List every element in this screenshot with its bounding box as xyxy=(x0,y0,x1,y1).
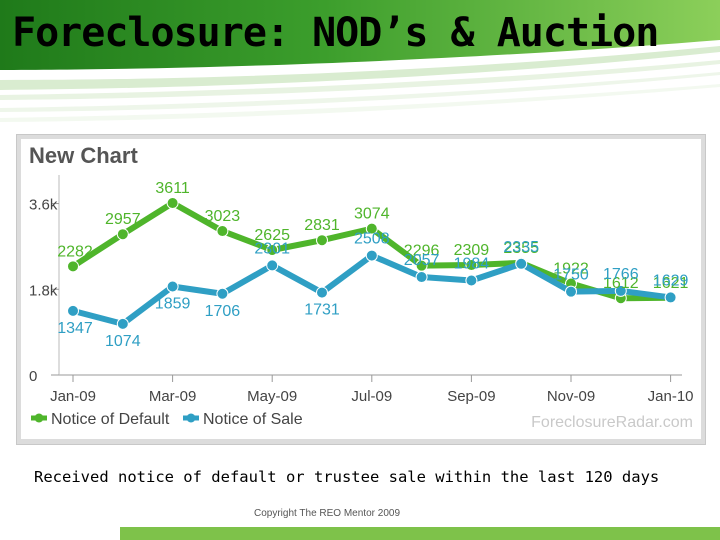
data-label: 1731 xyxy=(304,302,340,319)
data-label: 3611 xyxy=(155,180,190,197)
data-label: 1750 xyxy=(553,267,589,284)
data-label: 2625 xyxy=(254,227,290,244)
x-tick-label: Nov-09 xyxy=(547,388,595,405)
data-label: 3023 xyxy=(205,208,241,225)
bottom-bar xyxy=(120,527,720,540)
legend-swatch-marker xyxy=(34,413,44,423)
series-layer xyxy=(67,197,677,330)
chart-frame: New Chart 3.6k 1.8k 0 Jan-09 Mar-09 May-09 Ju… xyxy=(16,134,706,445)
x-tick-label: Jan-09 xyxy=(50,388,96,405)
data-label: 1074 xyxy=(105,333,141,350)
copyright-text: Copyright The REO Mentor 2009 xyxy=(254,508,401,519)
data-point xyxy=(465,259,478,272)
data-point xyxy=(415,271,428,284)
data-point xyxy=(316,286,328,299)
data-label: 1621 xyxy=(653,275,689,292)
x-tick-label: Jan-10 xyxy=(648,388,694,405)
data-label: 2831 xyxy=(304,217,340,234)
legend-entry: Notice of Default xyxy=(51,411,170,428)
data-point xyxy=(166,280,179,293)
data-point xyxy=(67,260,79,273)
data-label: 2296 xyxy=(404,243,440,260)
legend-swatch-marker xyxy=(186,413,196,423)
slide-title: Foreclosure: NOD’s & Auction xyxy=(12,10,659,56)
y-tick-label: 1.8k xyxy=(29,282,58,299)
data-point xyxy=(116,228,129,241)
data-point xyxy=(67,304,79,317)
data-label: 2309 xyxy=(454,242,490,259)
y-axis-ticks: 3.6k 1.8k 0 xyxy=(29,197,59,385)
data-label: 2335 xyxy=(503,239,539,256)
data-point xyxy=(116,317,129,330)
data-label: 2957 xyxy=(105,211,141,228)
x-tick-label: Jul-09 xyxy=(351,388,392,405)
x-tick-label: May-09 xyxy=(247,388,297,405)
data-point xyxy=(266,259,279,272)
data-label: 2355 xyxy=(503,240,539,257)
data-label: 1922 xyxy=(553,260,589,277)
data-point xyxy=(365,249,378,262)
y-tick-label: 3.6k xyxy=(29,197,58,214)
data-labels-layer: 2282 2957 3611 3023 2625 2831 3074 2296 2309 2355… xyxy=(57,180,688,350)
line-chart: New Chart 3.6k 1.8k 0 Jan-09 Mar-09 May-09 Ju… xyxy=(21,139,701,439)
data-label: 2057 xyxy=(404,252,440,269)
x-tick-label: Mar-09 xyxy=(149,388,197,405)
data-point xyxy=(216,287,229,300)
data-label: 2282 xyxy=(57,243,93,260)
data-point xyxy=(266,244,279,256)
legend-entry: Notice of Sale xyxy=(203,411,303,428)
data-label: 1347 xyxy=(57,320,93,337)
data-label: 3074 xyxy=(354,206,390,223)
data-point xyxy=(565,285,577,298)
data-label: 1766 xyxy=(603,266,639,283)
data-point xyxy=(515,257,528,270)
x-tick-label: Sep-09 xyxy=(447,388,495,405)
data-label: 2301 xyxy=(254,240,290,257)
data-label: 1706 xyxy=(205,303,241,320)
data-label: 1859 xyxy=(155,295,191,312)
data-point xyxy=(166,197,179,210)
y-tick-label: 0 xyxy=(29,368,37,385)
data-point xyxy=(365,222,378,235)
chart-title: New Chart xyxy=(29,143,138,168)
chart-legend: Notice of Default Notice of Sale xyxy=(31,411,303,428)
data-label: 1984 xyxy=(454,256,490,273)
data-point xyxy=(216,225,229,238)
title-banner xyxy=(0,0,720,135)
slide-caption: Received notice of default or trustee sa… xyxy=(34,468,660,486)
data-label: 1629 xyxy=(653,272,689,289)
data-point xyxy=(664,291,677,304)
data-point xyxy=(465,274,478,287)
chart-watermark: ForeclosureRadar.com xyxy=(531,414,693,431)
x-axis-ticks: Jan-09 Mar-09 May-09 Jul-09 Sep-09 Nov-09 Jan-… xyxy=(50,375,694,405)
data-point xyxy=(614,284,627,297)
data-label: 2508 xyxy=(354,231,390,248)
data-point xyxy=(316,234,328,247)
data-label: 1612 xyxy=(603,275,639,292)
